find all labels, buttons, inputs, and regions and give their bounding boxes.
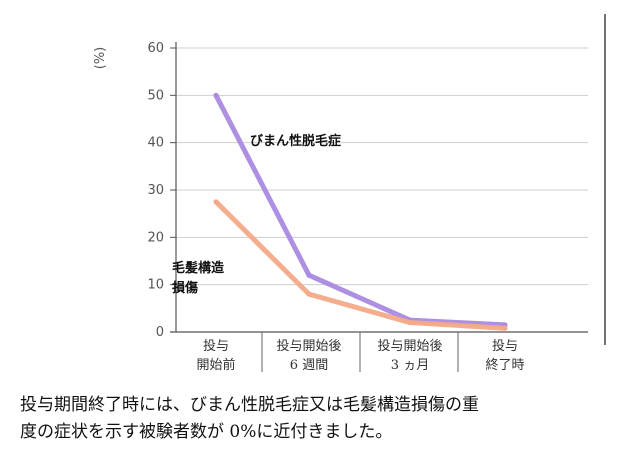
series-label-1: びまん性脱毛症 xyxy=(250,133,341,149)
x-tick-label: 開始前 xyxy=(196,357,235,373)
y-tick-label: 0 xyxy=(156,325,164,340)
series-2-point xyxy=(306,291,312,297)
chart: 0 10 20 30 40 50 60 (%) 投与開始前 投与開始後 6 週間 投与開始後 3 ヵ月 投… xyxy=(93,14,606,373)
caption: 投与期間終了時には、びまん性脱毛症又は毛髪構造損傷の重 度の症状を示す被験者数が… xyxy=(20,392,620,446)
series-label-2: 損傷 xyxy=(172,280,198,296)
series-line-1 xyxy=(213,92,508,328)
x-tick-label: 3 ヵ月 xyxy=(391,358,429,373)
x-tick-label: 投与開始後 xyxy=(276,338,341,354)
series-2-point xyxy=(502,325,508,331)
caption-line-1: 投与期間終了時には、びまん性脱毛症又は毛髪構造損傷の重 xyxy=(20,395,479,415)
y-tick-label: 10 xyxy=(147,278,164,293)
y-tick-label: 60 xyxy=(147,41,164,56)
y-tick-label: 30 xyxy=(147,183,164,198)
x-tick-label: 6 週間 xyxy=(290,358,328,373)
y-tick-label: 40 xyxy=(147,136,164,151)
x-tick-label: 終了時 xyxy=(485,357,524,373)
caption-line-2: 度の症状を示す被験者数が 0%に近付きました。 xyxy=(20,422,393,442)
y-unit-label: (%) xyxy=(93,47,108,70)
series-2-point xyxy=(213,199,219,205)
series-1-point xyxy=(306,272,312,278)
series-line-2 xyxy=(213,199,508,331)
x-tick-label: 投与開始後 xyxy=(377,338,442,354)
y-tick-label: 20 xyxy=(147,230,164,245)
x-tick-label: 投与 xyxy=(203,338,229,354)
series-2-point xyxy=(407,320,413,326)
x-tick-label: 投与 xyxy=(492,338,518,354)
series-1-point xyxy=(213,92,219,98)
series-label-2: 毛髪構造 xyxy=(172,260,225,276)
y-tick-label: 50 xyxy=(147,88,164,103)
